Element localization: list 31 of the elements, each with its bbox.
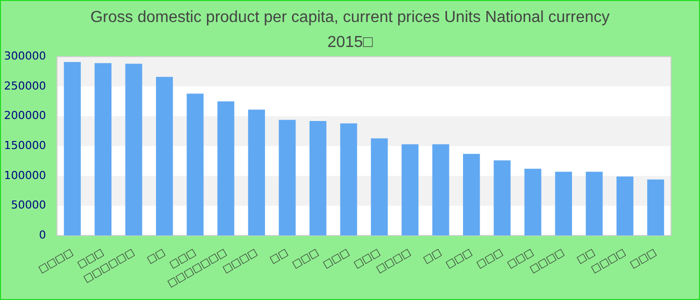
- bar: [278, 120, 296, 236]
- bar: [432, 144, 450, 236]
- y-tick-label: 250000: [4, 79, 46, 92]
- bar: [217, 101, 234, 236]
- bar: [310, 121, 326, 236]
- bar: [125, 64, 142, 236]
- x-tick-label: □□: [422, 247, 444, 266]
- y-tick-label: 0: [38, 228, 46, 242]
- y-tick-label: 150000: [4, 138, 46, 152]
- y-tick-label: 50000: [10, 198, 46, 212]
- x-tick-label: □□: [145, 247, 168, 266]
- y-tick-label: 200000: [4, 109, 46, 122]
- bar: [94, 63, 112, 236]
- bar: [370, 138, 388, 236]
- bar: [647, 179, 664, 236]
- bar: [64, 62, 81, 236]
- x-tick-label: □□: [268, 247, 290, 266]
- y-tick-label: 300000: [4, 49, 46, 62]
- y-tick-label: 100000: [4, 168, 46, 182]
- bar: [186, 94, 204, 236]
- bar: [494, 160, 511, 236]
- bar: [402, 144, 418, 236]
- bar: [156, 76, 173, 236]
- bar: [616, 176, 634, 236]
- bar: [524, 168, 542, 236]
- chart-title: Gross domestic product per capita, current prices Units National currency 2015□: [89, 8, 611, 53]
- bar: [463, 154, 480, 236]
- bar: [555, 172, 572, 236]
- bar: [340, 123, 358, 236]
- bar: [586, 172, 603, 236]
- bar: [248, 110, 265, 236]
